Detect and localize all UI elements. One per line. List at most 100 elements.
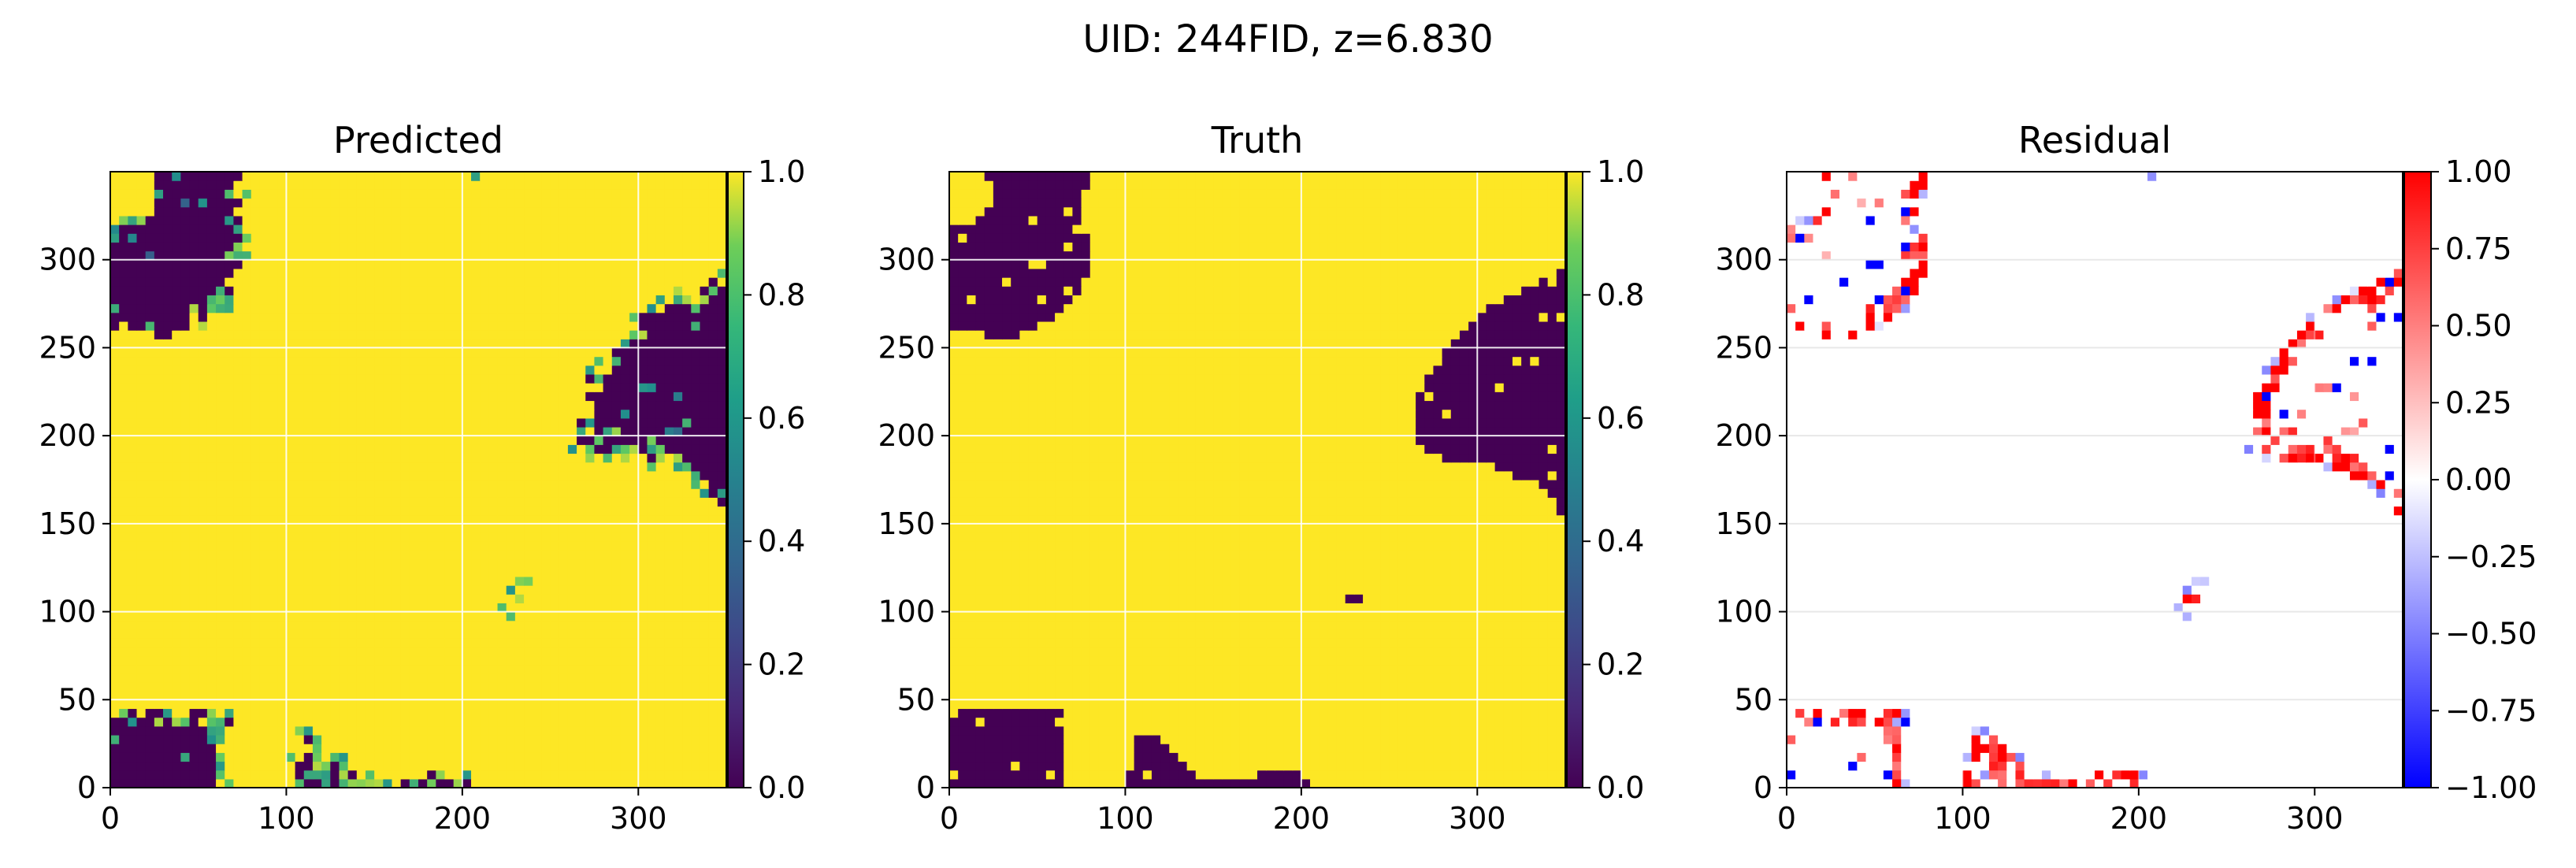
- heatmap-cell: [691, 647, 701, 657]
- heatmap-cell: [655, 691, 666, 700]
- heatmap-cell: [233, 409, 243, 419]
- heatmap-cell: [488, 436, 499, 445]
- heatmap-cell: [611, 778, 622, 788]
- heatmap-cell: [655, 206, 666, 217]
- heatmap-cell: [180, 480, 191, 489]
- heatmap-cell: [269, 514, 278, 525]
- heatmap-cell: [233, 480, 243, 489]
- heatmap-cell: [418, 391, 428, 402]
- heatmap-cell: [533, 761, 542, 771]
- heatmap-cell: [629, 365, 639, 375]
- heatmap-cell: [506, 321, 516, 331]
- heatmap-cell: [277, 708, 288, 718]
- heatmap-cell: [321, 444, 331, 454]
- heatmap-cell: [233, 383, 243, 392]
- heatmap-cell: [524, 303, 533, 313]
- heatmap-cell: [567, 567, 577, 577]
- heatmap-cell: [567, 444, 577, 454]
- heatmap-cell: [374, 198, 384, 208]
- heatmap-cell: [541, 620, 551, 630]
- heatmap-cell: [691, 453, 701, 463]
- heatmap-cell: [444, 409, 455, 419]
- heatmap-cell: [233, 523, 243, 533]
- heatmap-cell: [189, 558, 199, 569]
- heatmap-cell: [180, 699, 191, 710]
- heatmap-cell: [172, 558, 181, 569]
- heatmap-cell: [180, 717, 191, 727]
- heatmap-cell: [321, 391, 331, 402]
- heatmap-cell: [1310, 778, 1320, 788]
- heatmap-cell: [462, 488, 472, 498]
- heatmap-cell: [347, 778, 358, 788]
- heatmap-cell: [611, 259, 622, 269]
- heatmap-cell: [242, 462, 252, 472]
- heatmap-cell: [664, 744, 674, 753]
- heatmap-cell: [682, 717, 692, 727]
- heatmap-cell: [330, 725, 340, 736]
- heatmap-cell: [303, 611, 314, 621]
- heatmap-cell: [400, 717, 410, 727]
- heatmap-cell: [259, 778, 269, 788]
- heatmap-cell: [471, 330, 481, 339]
- heatmap-cell: [603, 365, 613, 375]
- heatmap-cell: [427, 356, 436, 366]
- heatmap-cell: [128, 629, 138, 639]
- heatmap-cell: [128, 373, 138, 384]
- heatmap-cell: [110, 532, 120, 542]
- heatmap-cell: [339, 277, 349, 287]
- heatmap-cell: [611, 655, 622, 666]
- heatmap-cell: [356, 629, 366, 639]
- heatmap-cell: [577, 409, 586, 419]
- heatmap-cell: [145, 611, 155, 621]
- heatmap-cell: [216, 373, 225, 384]
- heatmap-cell: [365, 250, 375, 261]
- heatmap-cell: [339, 268, 349, 278]
- heatmap-cell: [620, 295, 630, 305]
- heatmap-cell: [356, 558, 366, 569]
- heatmap-cell: [691, 594, 701, 603]
- heatmap-cell: [427, 699, 436, 710]
- heatmap-cell: [295, 620, 305, 630]
- heatmap-cell: [717, 770, 727, 780]
- heatmap-cell: [647, 761, 657, 771]
- heatmap-cell: [585, 172, 596, 181]
- heatmap-cell: [638, 180, 648, 190]
- heatmap-cell: [216, 295, 225, 305]
- heatmap-cell: [673, 180, 683, 190]
- heatmap-cell: [400, 699, 410, 710]
- heatmap-cell: [577, 286, 586, 295]
- heatmap-cell: [145, 189, 155, 199]
- heatmap-cell: [620, 321, 630, 331]
- colorbar-tick-label: 0.0: [758, 770, 805, 805]
- heatmap-cell: [471, 532, 481, 542]
- heatmap-cell: [110, 277, 120, 287]
- heatmap-cell: [409, 576, 419, 586]
- heatmap-cell: [392, 417, 402, 428]
- heatmap-cell: [339, 233, 349, 243]
- heatmap-cell: [269, 778, 278, 788]
- heatmap-cell: [497, 752, 507, 762]
- heatmap-cell: [488, 303, 499, 313]
- heatmap-cell: [682, 691, 692, 700]
- heatmap-cell: [136, 558, 147, 569]
- heatmap-cell: [145, 585, 155, 595]
- heatmap-cell: [321, 778, 331, 788]
- heatmap-cell: [559, 681, 569, 692]
- heatmap-cell: [347, 339, 358, 349]
- heatmap-cell: [436, 708, 446, 718]
- heatmap-cell: [269, 444, 278, 454]
- y-tick-label: 150: [39, 506, 96, 541]
- heatmap-cell: [436, 268, 446, 278]
- heatmap-cell: [664, 497, 674, 507]
- heatmap-cell: [533, 189, 542, 199]
- heatmap-cell: [620, 233, 630, 243]
- heatmap-cell: [400, 462, 410, 472]
- heatmap-cell: [321, 620, 331, 630]
- heatmap-cell: [400, 356, 410, 366]
- heatmap-cell: [383, 506, 393, 516]
- heatmap-cell: [216, 558, 225, 569]
- heatmap-cell: [136, 576, 147, 586]
- heatmap-cell: [136, 206, 147, 217]
- heatmap-cell: [136, 761, 147, 771]
- heatmap-cell: [365, 585, 375, 595]
